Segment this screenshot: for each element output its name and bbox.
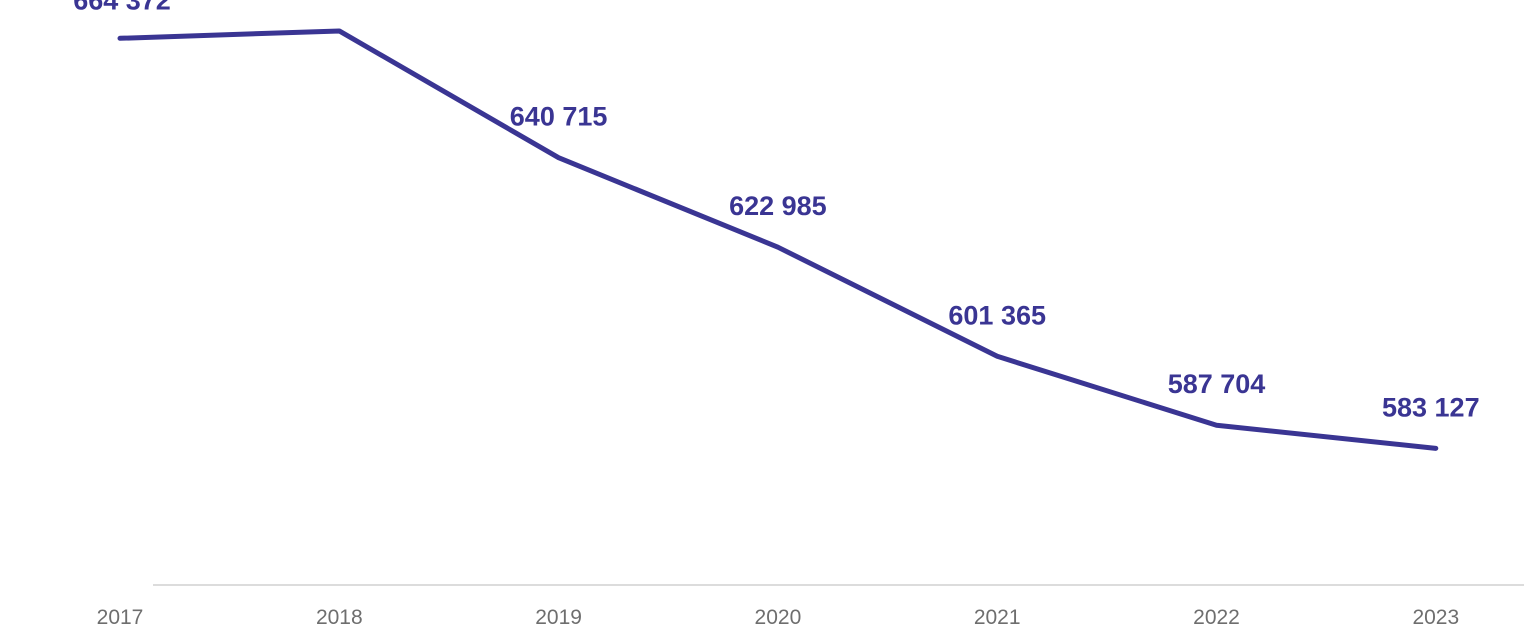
data-label-2017: 664 372 [73,0,171,15]
data-label-2022: 587 704 [1168,369,1266,399]
x-tick-2020: 2020 [755,606,802,629]
data-label-2023: 583 127 [1382,392,1480,422]
x-tick-2017: 2017 [97,606,144,629]
data-labels: 664 372 665 831 640 715 622 985 601 365 587 7… [73,0,1479,422]
data-label-2021: 601 365 [948,300,1046,330]
x-axis-ticks: 2017 2018 2019 2020 2021 2022 2023 [97,606,1460,629]
data-label-2020: 622 985 [729,191,827,221]
x-tick-2019: 2019 [535,606,582,629]
data-label-2018: 665 831 [290,0,388,5]
x-tick-2022: 2022 [1193,606,1240,629]
x-tick-2023: 2023 [1412,606,1459,629]
x-tick-2021: 2021 [974,606,1021,629]
x-tick-2018: 2018 [316,606,363,629]
data-label-2019: 640 715 [510,102,608,132]
series-line [117,28,1439,451]
